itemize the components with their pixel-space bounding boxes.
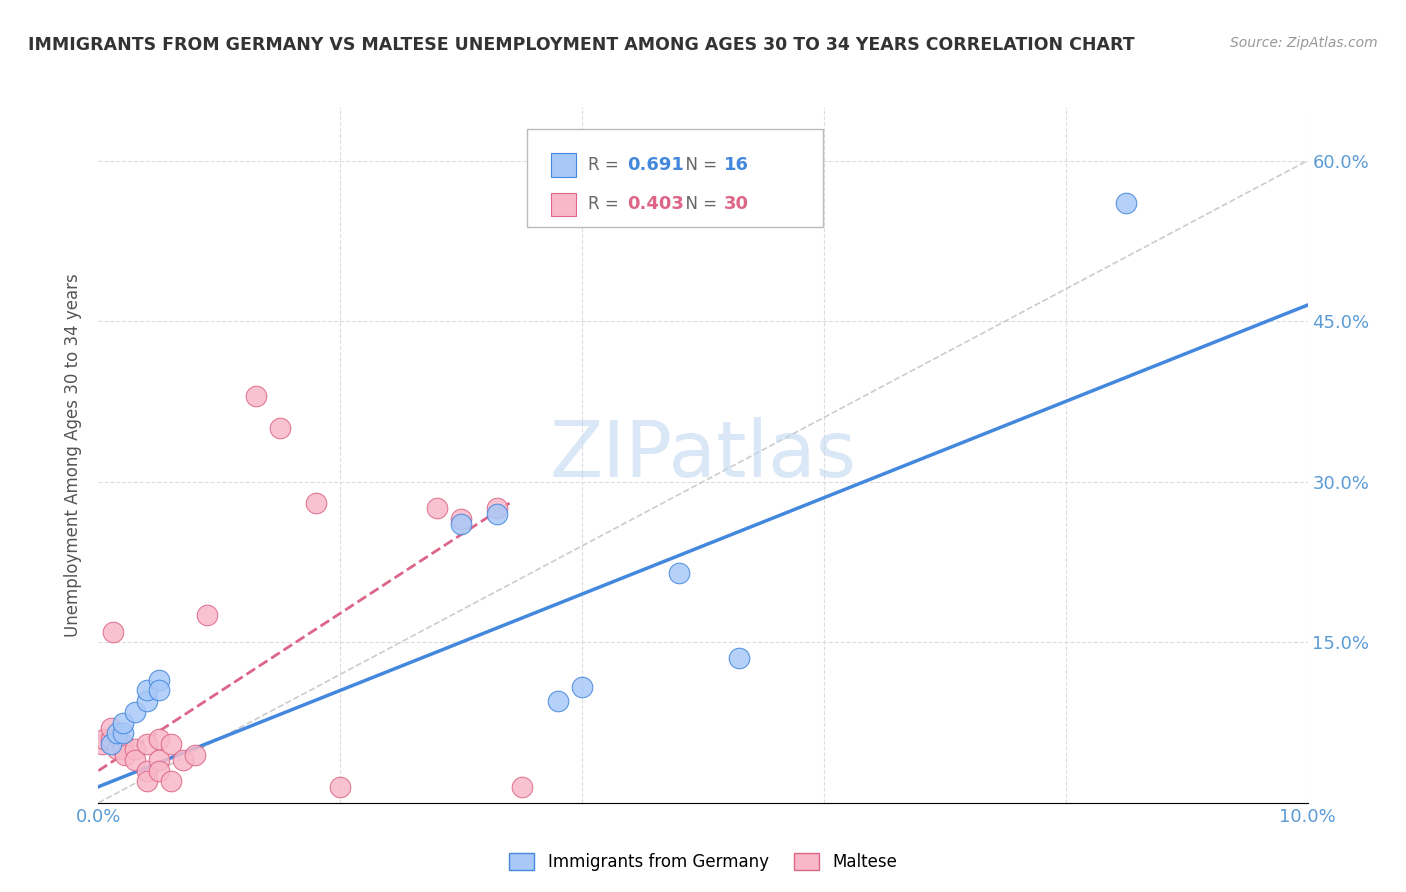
Point: [135, 694, 157, 708]
Point: [124, 753, 146, 767]
Text: 16: 16: [724, 156, 749, 174]
Point: [114, 747, 136, 762]
Point: [1115, 196, 1137, 211]
Text: N =: N =: [675, 156, 723, 174]
Point: [101, 624, 124, 639]
Point: [160, 737, 183, 751]
Point: [184, 747, 207, 762]
Point: [148, 673, 170, 687]
Text: R =: R =: [588, 195, 624, 213]
Point: [148, 764, 170, 778]
Text: ZIPatlas: ZIPatlas: [550, 417, 856, 493]
Point: [160, 774, 183, 789]
Point: [111, 742, 134, 756]
Point: [195, 608, 218, 623]
Point: [135, 764, 157, 778]
Point: [450, 517, 472, 532]
Point: [111, 737, 134, 751]
Point: [305, 496, 328, 510]
Point: [111, 715, 134, 730]
Point: [135, 774, 157, 789]
Point: [486, 507, 509, 521]
Point: [148, 683, 170, 698]
Point: [135, 737, 157, 751]
Text: N =: N =: [675, 195, 723, 213]
Point: [100, 737, 122, 751]
Point: [486, 501, 509, 516]
Point: [124, 742, 146, 756]
Point: [728, 651, 751, 665]
Point: [172, 753, 194, 767]
Y-axis label: Unemployment Among Ages 30 to 34 years: Unemployment Among Ages 30 to 34 years: [63, 273, 82, 637]
Text: 30: 30: [724, 195, 749, 213]
Point: [135, 683, 157, 698]
Point: [91, 737, 114, 751]
Text: 0.403: 0.403: [627, 195, 683, 213]
Point: [111, 726, 134, 740]
Point: [105, 742, 128, 756]
Point: [668, 566, 690, 580]
Point: [450, 512, 472, 526]
Text: Source: ZipAtlas.com: Source: ZipAtlas.com: [1230, 36, 1378, 50]
Point: [100, 731, 122, 746]
Point: [571, 680, 593, 694]
Point: [100, 721, 122, 735]
Legend: Immigrants from Germany, Maltese: Immigrants from Germany, Maltese: [502, 847, 904, 878]
Point: [329, 780, 352, 794]
Point: [245, 389, 267, 403]
Point: [105, 726, 128, 740]
Point: [148, 731, 170, 746]
Text: 0.691: 0.691: [627, 156, 683, 174]
Text: R =: R =: [588, 156, 624, 174]
Point: [269, 421, 291, 435]
Point: [93, 731, 115, 746]
Point: [426, 501, 449, 516]
Point: [547, 694, 569, 708]
Text: IMMIGRANTS FROM GERMANY VS MALTESE UNEMPLOYMENT AMONG AGES 30 TO 34 YEARS CORREL: IMMIGRANTS FROM GERMANY VS MALTESE UNEMP…: [28, 36, 1135, 54]
Point: [124, 705, 146, 719]
Point: [148, 753, 170, 767]
Point: [510, 780, 533, 794]
